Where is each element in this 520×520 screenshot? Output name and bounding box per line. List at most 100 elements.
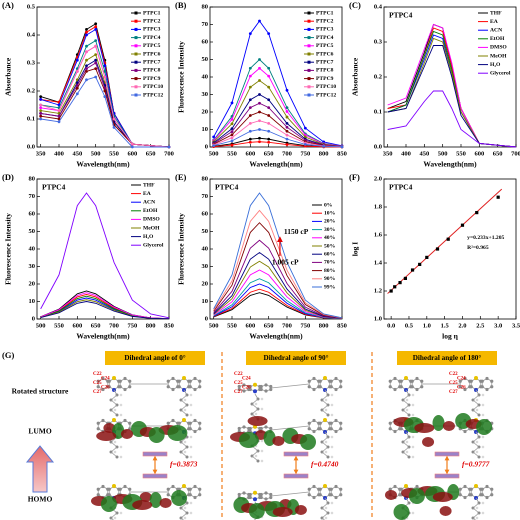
legend-label: PTPC6 <box>316 51 334 57</box>
column-header: Dihedral angle of 180° <box>413 354 482 362</box>
x-tick-label: 500 <box>91 150 101 157</box>
orbital-lobe <box>148 427 165 443</box>
x-tick-label: 500 <box>36 322 46 329</box>
legend-label: H₂O <box>490 62 501 68</box>
atom-s <box>253 490 257 495</box>
atom <box>269 492 273 497</box>
legend-marker <box>307 27 311 31</box>
point <box>39 112 43 115</box>
legend-label: PTPC4 <box>316 35 334 41</box>
atom-h <box>330 403 334 407</box>
atom-s <box>253 382 257 387</box>
atom <box>269 387 273 392</box>
legend-label: PTPC9 <box>143 76 161 82</box>
x-tick-label: 500 <box>209 322 219 329</box>
atom <box>118 379 122 383</box>
atom <box>123 387 127 392</box>
atom <box>166 421 170 425</box>
atom-s <box>323 484 327 488</box>
atom-h <box>481 445 485 449</box>
atom-label: C22 <box>449 372 458 377</box>
series-line <box>387 90 517 148</box>
point <box>496 195 500 199</box>
energy-arrow <box>25 445 55 493</box>
orbital-lobe <box>139 492 152 502</box>
atom <box>237 492 241 497</box>
orbital-lobe <box>393 504 410 520</box>
atom-h <box>405 408 409 412</box>
atom-label: C27 <box>449 390 458 395</box>
series-line <box>213 209 343 319</box>
point <box>57 109 61 112</box>
atom-h <box>411 413 415 417</box>
point <box>94 25 98 28</box>
legend-label: 99% <box>324 284 336 290</box>
y-tick-label: 50 <box>202 56 209 63</box>
atom <box>177 421 181 425</box>
x-tick-label: 600 <box>474 150 484 157</box>
fit-line <box>387 188 503 294</box>
atom <box>237 387 241 392</box>
atom <box>96 385 100 389</box>
orbital-lobe <box>272 507 293 517</box>
orbital-lobe <box>159 498 172 508</box>
point <box>94 22 98 26</box>
x-tick-label: 0.5 <box>405 322 414 329</box>
point <box>258 140 261 144</box>
point <box>285 143 289 146</box>
bond <box>270 383 310 389</box>
atom-label: C24 <box>242 377 251 382</box>
atom <box>307 385 311 389</box>
orbital-lobe <box>432 415 445 431</box>
atom-h <box>189 455 193 459</box>
y-tick-label: 10 <box>29 298 36 305</box>
atom-h <box>405 450 409 454</box>
atom <box>329 427 333 431</box>
atom <box>198 421 202 425</box>
legend-marker <box>134 68 138 72</box>
legend-label: MeOH <box>143 225 160 231</box>
legend-marker <box>307 52 311 56</box>
y-tick-label: 1.0 <box>374 315 382 322</box>
atom <box>329 421 333 425</box>
orbital-lobe <box>432 492 453 502</box>
orbital-lobe <box>132 500 153 510</box>
orbital-lobe <box>96 431 117 441</box>
point <box>340 145 344 149</box>
x-tick-label: 800 <box>146 322 156 329</box>
x-tick-label: 850 <box>164 322 174 329</box>
homo-level <box>142 473 168 479</box>
r-squared: R²=0.965 <box>467 245 489 251</box>
atom <box>128 379 132 383</box>
atom-label: C22 <box>93 372 102 377</box>
atom <box>485 376 489 381</box>
point <box>267 74 271 78</box>
atom <box>312 387 316 392</box>
point <box>85 50 88 54</box>
point <box>85 30 88 34</box>
atom-h <box>260 449 264 453</box>
point <box>85 67 88 70</box>
atom-h <box>119 413 123 417</box>
atom-h <box>183 506 187 510</box>
point <box>94 58 98 62</box>
atom <box>469 493 473 497</box>
atom-h <box>119 403 123 407</box>
atom <box>264 425 268 429</box>
atom-h <box>405 398 409 402</box>
atom <box>318 421 322 425</box>
point <box>39 109 43 112</box>
point <box>258 110 261 114</box>
y-tick-label: 1.2 <box>374 287 382 294</box>
atom-h <box>113 450 117 454</box>
atom-h <box>324 408 328 412</box>
y-tick-label: 40 <box>29 245 36 252</box>
atom <box>171 418 175 423</box>
legend-marker <box>307 36 311 40</box>
atom-h <box>411 455 415 459</box>
atom <box>188 487 192 491</box>
x-tick-label: 800 <box>319 322 329 329</box>
legend-marker <box>307 68 311 72</box>
point <box>230 133 234 137</box>
y-tick-label: 0.3 <box>27 59 36 66</box>
